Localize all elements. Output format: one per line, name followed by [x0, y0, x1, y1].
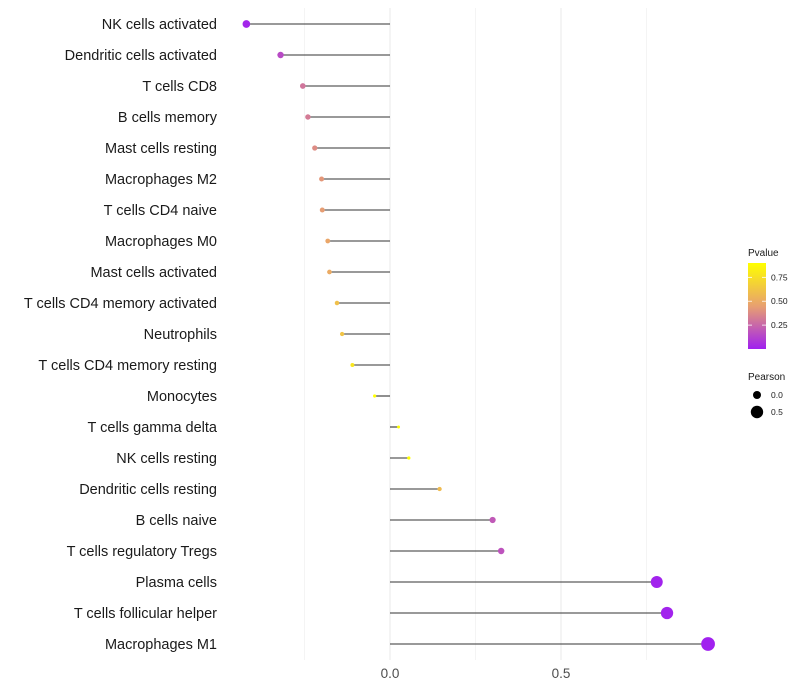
data-point: [299, 83, 306, 89]
data-point: [489, 516, 496, 524]
category-label: Dendritic cells activated: [65, 48, 217, 64]
pearson-legend: Pearson 0.0 0.5: [748, 372, 785, 419]
lollipop-stems: [246, 23, 709, 645]
category-label: T cells CD8: [142, 79, 217, 95]
size-key-label: 0.5: [771, 407, 783, 417]
category-label: Macrophages M1: [105, 637, 217, 653]
data-point: [277, 51, 284, 59]
category-label: Macrophages M2: [105, 172, 217, 188]
pvalue-legend-title: Pvalue: [748, 248, 779, 259]
colorbar-tick-label: 0.75: [771, 272, 788, 282]
data-point: [373, 394, 377, 398]
category-label: Neutrophils: [144, 327, 217, 343]
size-key-point: [753, 391, 761, 399]
x-axis-ticks: 0.0 0.5: [381, 666, 571, 681]
category-label: Dendritic cells resting: [79, 482, 217, 498]
size-key-label: 0.0: [771, 390, 783, 400]
x-tick-label: 0.0: [381, 666, 400, 681]
category-label: T cells regulatory Tregs: [67, 544, 217, 560]
lollipop-points: [242, 20, 715, 651]
data-point: [407, 456, 411, 460]
data-point: [660, 606, 674, 620]
data-point: [334, 300, 340, 306]
category-label: B cells naive: [136, 513, 217, 529]
category-label: Monocytes: [147, 389, 217, 405]
colorbar-tick-label: 0.50: [771, 296, 788, 306]
data-point: [327, 269, 332, 275]
pvalue-colorbar: [748, 263, 766, 349]
x-tick-label: 0.5: [552, 666, 571, 681]
category-label: Mast cells resting: [105, 141, 217, 157]
category-label: T cells follicular helper: [74, 606, 217, 622]
pvalue-legend: Pvalue 0.25 0.50 0.75: [748, 248, 788, 349]
category-label: T cells CD4 naive: [104, 203, 217, 219]
category-label: T cells CD4 memory activated: [24, 296, 217, 312]
category-label: NK cells activated: [102, 17, 217, 33]
data-point: [350, 363, 355, 367]
size-key-point: [750, 405, 764, 419]
colorbar-tick-label: 0.25: [771, 320, 788, 330]
category-labels: NK cells activated Dendritic cells activa…: [24, 17, 218, 653]
data-point: [701, 637, 715, 651]
category-label: B cells memory: [118, 110, 218, 126]
category-label: Plasma cells: [136, 575, 217, 591]
category-label: NK cells resting: [116, 451, 217, 467]
data-point: [339, 331, 345, 337]
category-label: Macrophages M0: [105, 234, 217, 250]
data-point: [650, 576, 663, 588]
data-point: [242, 20, 251, 28]
pearson-legend-title: Pearson: [748, 372, 785, 383]
data-point: [437, 486, 442, 492]
category-label: T cells CD4 memory resting: [38, 358, 217, 374]
category-label: Mast cells activated: [90, 265, 217, 281]
data-point: [305, 114, 311, 120]
data-point: [497, 547, 505, 555]
data-point: [312, 145, 318, 151]
category-label: T cells gamma delta: [88, 420, 218, 436]
data-point: [319, 207, 325, 213]
data-point: [397, 425, 400, 429]
data-point: [325, 238, 331, 244]
data-point: [319, 176, 325, 182]
